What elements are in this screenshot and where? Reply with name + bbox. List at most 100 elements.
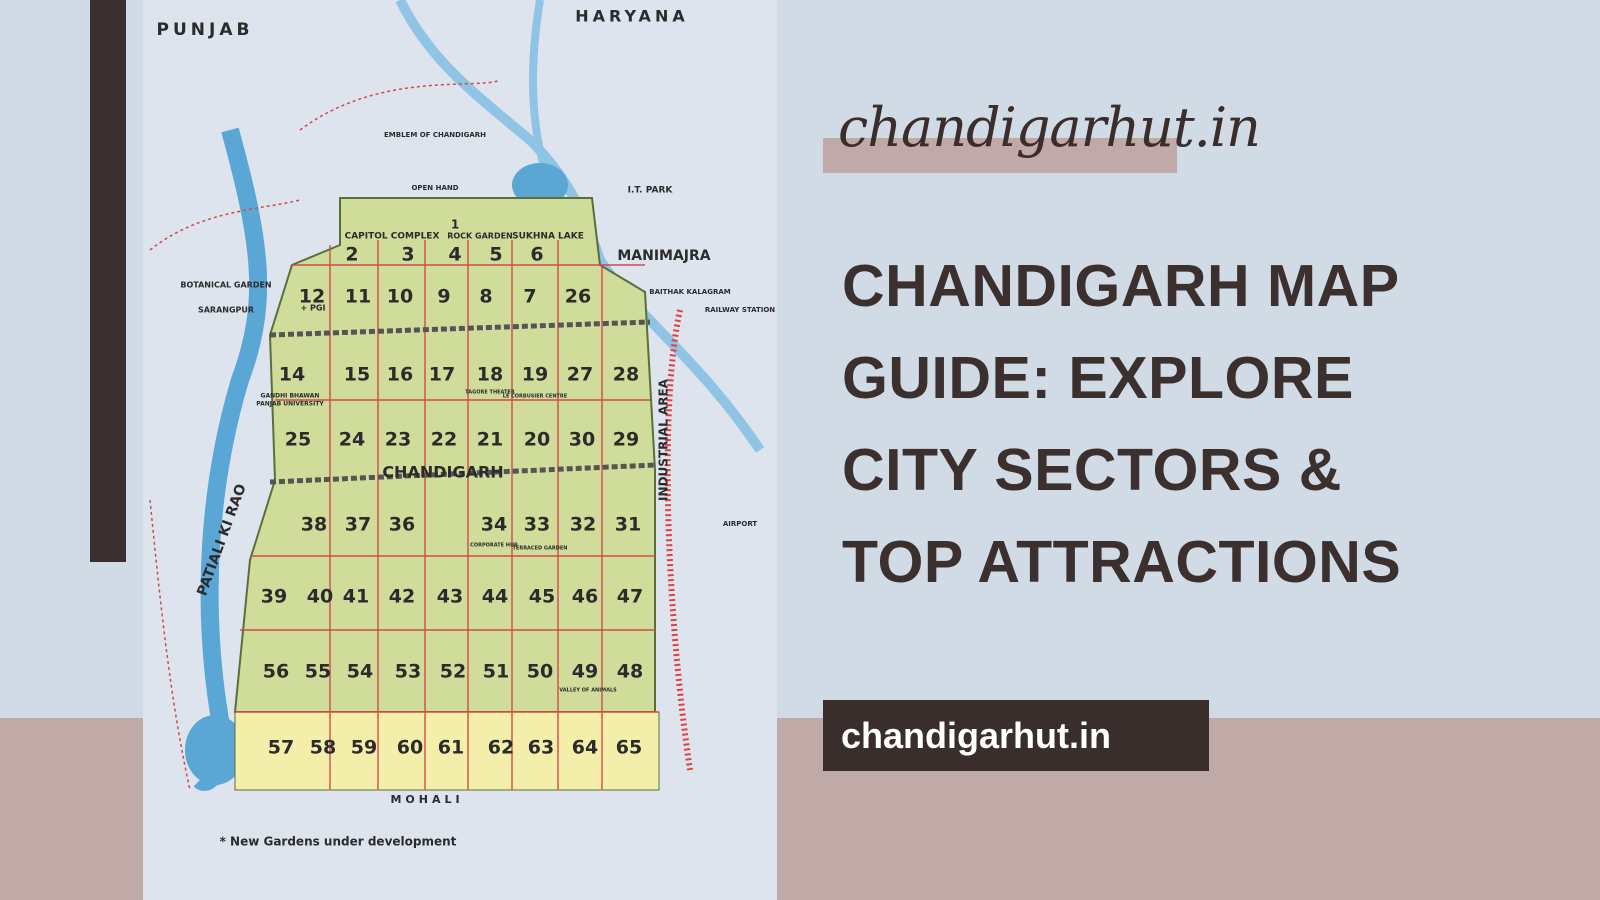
title-line: CITY SECTORS &: [842, 437, 1342, 503]
landmark-label: BOTANICAL GARDEN: [180, 281, 271, 290]
sector-number: 61: [438, 737, 464, 759]
sector-number: 23: [385, 429, 411, 451]
sector-number: 28: [613, 364, 639, 386]
sector-number: 33: [524, 514, 550, 536]
sector-number: 8: [479, 286, 492, 308]
sector-number: 47: [617, 586, 643, 608]
sector-number: 19: [522, 364, 548, 386]
sector-number: 44: [482, 586, 508, 608]
sector-number: 49: [572, 661, 598, 683]
sector-number: 32: [570, 514, 596, 536]
landmark-label: SARANGPUR: [198, 306, 254, 315]
footnote: * New Gardens under development: [220, 835, 457, 849]
sector-number: 51: [483, 661, 509, 683]
sector-number: 41: [343, 586, 369, 608]
sector-number: 21: [477, 429, 503, 451]
landmark-label: 1: [451, 218, 459, 232]
sector-number: 65: [616, 737, 642, 759]
river: [529, 0, 549, 172]
sector-number: 27: [567, 364, 593, 386]
sector-number: 9: [437, 286, 450, 308]
sector-number: 60: [397, 737, 423, 759]
sector-number: 22: [431, 429, 457, 451]
landmark-label: PANJAB UNIVERSITY: [256, 401, 324, 408]
sector-number: 63: [528, 737, 554, 759]
sector-number: 58: [310, 737, 336, 759]
accent-bar: [90, 0, 126, 562]
sector-number: 36: [389, 514, 415, 536]
sector-number: 38: [301, 514, 327, 536]
sector-number: 64: [572, 737, 598, 759]
sector-number: 5: [489, 244, 502, 266]
title-line: GUIDE: EXPLORE: [842, 345, 1354, 411]
landmark-label: CHANDIGARH: [382, 463, 503, 482]
landmark-label: INDUSTRIAL AREA: [657, 378, 671, 501]
sector-number: 42: [389, 586, 415, 608]
site-button[interactable]: chandigarhut.in: [823, 700, 1209, 771]
sector-number: 48: [617, 661, 643, 683]
sector-number: 55: [305, 661, 331, 683]
region-label: PUNJAB: [157, 20, 254, 40]
title-line: CHANDIGARH MAP: [842, 253, 1400, 319]
sector-number: 24: [339, 429, 365, 451]
sector-number: 15: [344, 364, 370, 386]
landmark-label: MANIMAJRA: [617, 248, 710, 264]
sector-number: 37: [345, 514, 371, 536]
sector-number: 26: [565, 286, 591, 308]
sector-number: 2: [345, 244, 358, 266]
main-road: [269, 319, 651, 338]
sector-number: 54: [347, 661, 373, 683]
landmark-label: SUKHNA LAKE: [512, 232, 584, 242]
city-area: [233, 197, 656, 713]
sector-number: 45: [529, 586, 555, 608]
logo: chandigarhut.in: [838, 96, 1261, 159]
landmark-label: CAPITOL COMPLEX: [345, 232, 440, 242]
sector-number: 31: [615, 514, 641, 536]
landmark-label: I.T. PARK: [628, 186, 674, 196]
sukhna-lake: [512, 163, 568, 207]
landmark-label: TAGORE THEATER: [465, 390, 515, 396]
sector-number: 46: [572, 586, 598, 608]
main-road: [269, 462, 656, 485]
sector-number: 7: [523, 286, 536, 308]
sector-number: 52: [440, 661, 466, 683]
sector-number: 57: [268, 737, 294, 759]
landmark-label: VALLEY OF ANIMALS: [559, 688, 617, 694]
sector-number: 56: [263, 661, 289, 683]
sector-number: 16: [387, 364, 413, 386]
landmark-label: AIRPORT: [723, 520, 758, 528]
lake: [185, 715, 245, 785]
sector-number: 53: [395, 661, 421, 683]
sector-number: 62: [488, 737, 514, 759]
sector-number: 18: [477, 364, 503, 386]
boundary: [149, 79, 501, 791]
sector-number: 20: [524, 429, 550, 451]
sector-number: 11: [345, 286, 371, 308]
sector-number: 6: [530, 244, 543, 266]
title: CHANDIGARH MAP GUIDE: EXPLORE CITY SECTORS…: [842, 240, 1401, 608]
title-line: TOP ATTRACTIONS: [842, 529, 1402, 595]
region-label: HARYANA: [575, 7, 688, 26]
landmark-label: GANDHI BHAWAN: [261, 393, 320, 400]
landmark-label: EMBLEM OF CHANDIGARH: [384, 131, 486, 139]
logo-highlight: [823, 138, 1177, 173]
sector-number: 59: [351, 737, 377, 759]
railway: [664, 309, 693, 771]
landmark-label: + PGI: [301, 304, 326, 313]
landmark-label: OPEN HAND: [411, 184, 458, 192]
sector-number: 4: [448, 244, 461, 266]
landmark-label: TERRACED GARDEN: [513, 546, 568, 552]
sector-number: 40: [307, 586, 333, 608]
landmark-label: ROCK GARDEN: [447, 232, 513, 241]
landmark-label: CORPORATE HUB: [470, 543, 518, 549]
sector-number: 50: [527, 661, 553, 683]
sector-number: 3: [401, 244, 414, 266]
sector-number: 10: [387, 286, 413, 308]
sector-number: 25: [285, 429, 311, 451]
sector-number: 30: [569, 429, 595, 451]
sector-number: 14: [279, 364, 305, 386]
region-label: MOHALI: [390, 793, 463, 806]
city-map: PUNJAB HARYANA MOHALI EMBLEM OF CHANDIGARH O…: [143, 0, 777, 900]
sector-number: 17: [429, 364, 455, 386]
